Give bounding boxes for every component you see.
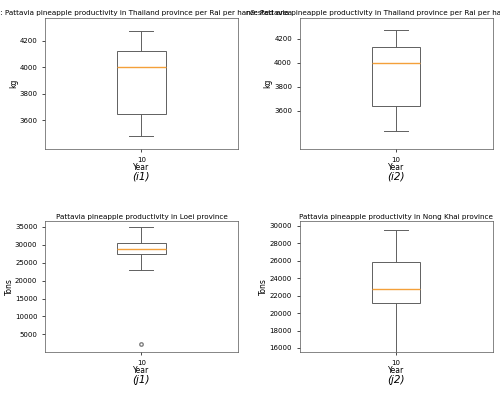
X-axis label: Year: Year — [134, 163, 150, 172]
PathPatch shape — [372, 47, 420, 106]
X-axis label: Year: Year — [134, 366, 150, 375]
PathPatch shape — [118, 51, 166, 113]
Title: n9: Pattavia pineapple productivity in Thailand province per Rai per harvested a: n9: Pattavia pineapple productivity in T… — [246, 11, 500, 17]
Title: n9: Pattavia pineapple productivity in Thailand province per Rai per harvested a: n9: Pattavia pineapple productivity in T… — [0, 11, 292, 17]
Y-axis label: Tons: Tons — [4, 278, 14, 295]
Text: (i1): (i1) — [132, 172, 150, 181]
X-axis label: Year: Year — [388, 366, 404, 375]
PathPatch shape — [118, 243, 166, 254]
Y-axis label: kg: kg — [264, 79, 272, 88]
Text: (j1): (j1) — [132, 375, 150, 385]
X-axis label: Year: Year — [388, 163, 404, 172]
Title: Pattavia pineapple productivity in Nong Khai province: Pattavia pineapple productivity in Nong … — [299, 213, 493, 220]
Title: Pattavia pineapple productivity in Loei province: Pattavia pineapple productivity in Loei … — [56, 213, 228, 220]
Y-axis label: kg: kg — [9, 79, 18, 88]
PathPatch shape — [372, 262, 420, 303]
Y-axis label: Tons: Tons — [259, 278, 268, 295]
Text: (i2): (i2) — [388, 172, 405, 181]
Text: (j2): (j2) — [388, 375, 405, 385]
